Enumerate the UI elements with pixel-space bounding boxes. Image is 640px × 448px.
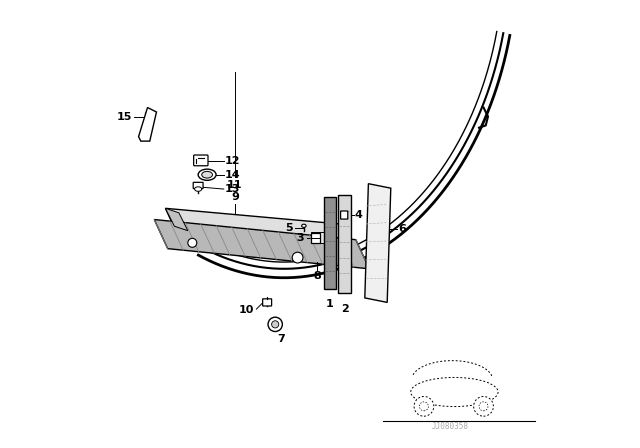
Text: JJ080358: JJ080358: [431, 422, 468, 431]
Text: 14: 14: [225, 170, 241, 180]
Text: 8: 8: [313, 271, 321, 281]
Circle shape: [474, 396, 493, 416]
Text: 2: 2: [340, 304, 349, 314]
Circle shape: [419, 402, 428, 411]
Circle shape: [414, 396, 434, 416]
Text: 6: 6: [398, 224, 406, 234]
Ellipse shape: [198, 169, 216, 181]
Ellipse shape: [195, 187, 202, 191]
Ellipse shape: [202, 172, 212, 178]
FancyBboxPatch shape: [193, 182, 203, 189]
Text: 3: 3: [297, 233, 305, 243]
Polygon shape: [365, 184, 391, 302]
FancyBboxPatch shape: [311, 232, 329, 243]
FancyBboxPatch shape: [340, 211, 348, 219]
Text: 15: 15: [116, 112, 132, 122]
Polygon shape: [165, 208, 351, 249]
Text: 4: 4: [355, 210, 363, 220]
Polygon shape: [165, 208, 188, 231]
Circle shape: [268, 317, 282, 332]
Circle shape: [292, 252, 303, 263]
FancyBboxPatch shape: [312, 233, 319, 243]
Polygon shape: [139, 108, 157, 141]
Circle shape: [479, 402, 488, 411]
Text: 10: 10: [239, 306, 254, 315]
Text: 13: 13: [225, 184, 241, 194]
Polygon shape: [154, 220, 369, 269]
FancyBboxPatch shape: [262, 299, 271, 306]
Ellipse shape: [411, 377, 498, 407]
Text: 5: 5: [285, 223, 293, 233]
Text: 12: 12: [225, 156, 241, 166]
Polygon shape: [324, 197, 336, 289]
Text: 11: 11: [227, 180, 243, 190]
Circle shape: [271, 321, 279, 328]
Circle shape: [188, 238, 197, 247]
Text: 9: 9: [231, 193, 239, 202]
Text: 1: 1: [326, 299, 333, 309]
Polygon shape: [338, 195, 351, 293]
Ellipse shape: [301, 224, 306, 228]
FancyBboxPatch shape: [194, 155, 208, 166]
Text: 7: 7: [278, 334, 285, 344]
